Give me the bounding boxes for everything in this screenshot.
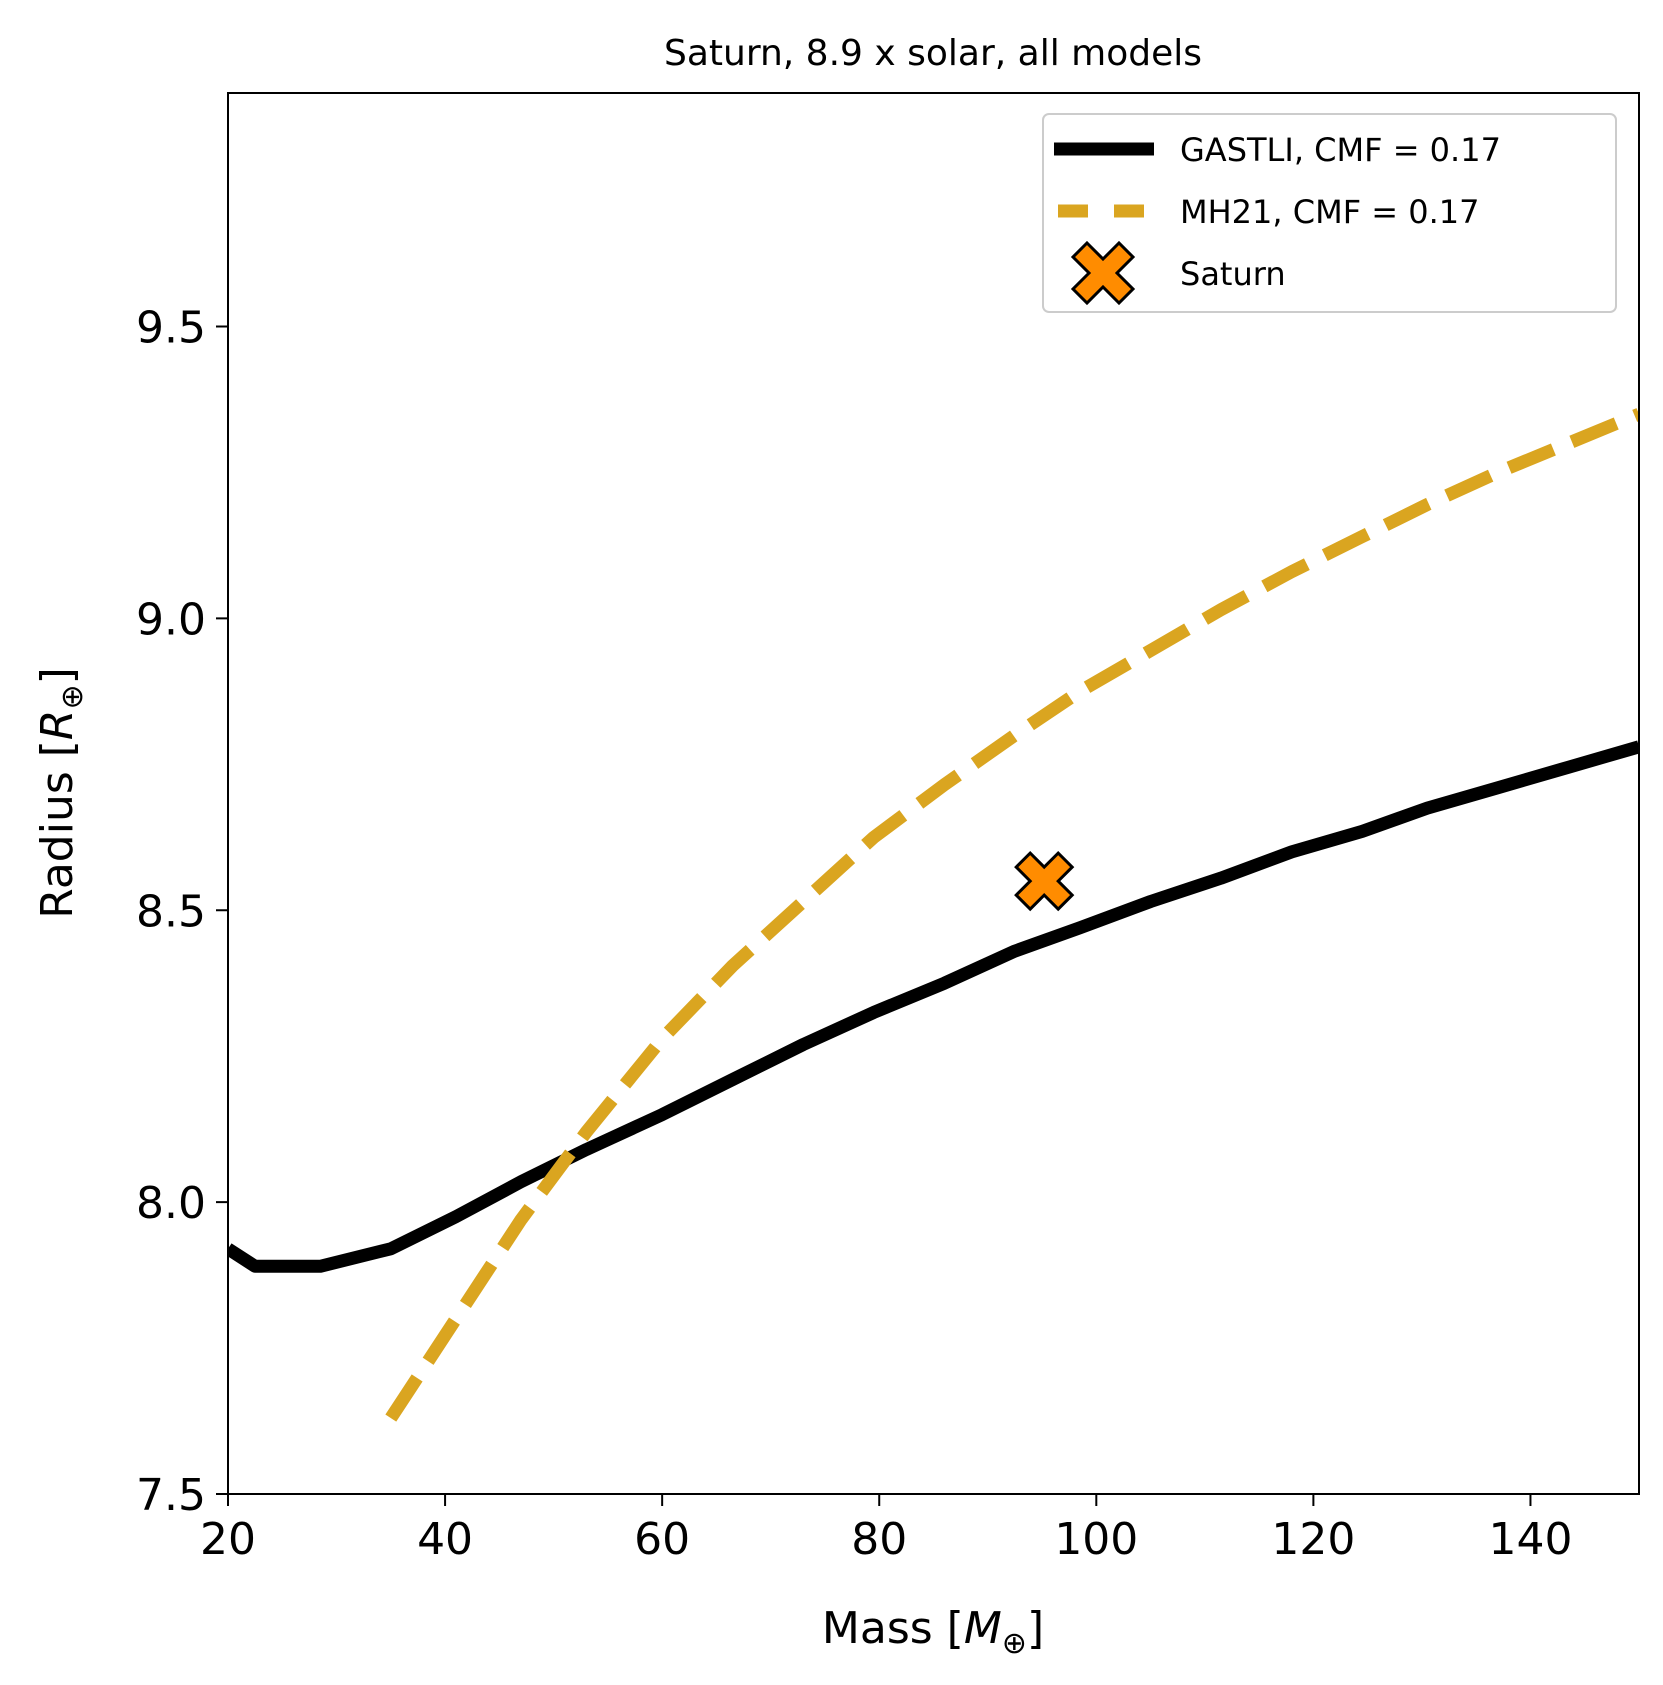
y-tick-label: 9.0: [136, 594, 206, 645]
legend-label-saturn: Saturn: [1180, 255, 1286, 293]
legend-label-mh21: MH21, CMF = 0.17: [1180, 193, 1480, 231]
y-tick-label: 8.0: [136, 1178, 206, 1229]
series-layer: [228, 408, 1639, 1422]
plot-frame: [227, 92, 1640, 1495]
x-axis-label: Mass [M⊕]: [822, 1603, 1044, 1661]
saturn-point-marker: [1014, 850, 1075, 912]
x-tick-label: 140: [1488, 1514, 1572, 1565]
series-line-mh21: [385, 408, 1639, 1422]
ticks-layer: 20 40 60 80 100 120 140 7.5 8.0 8.5 9.0 9.5: [136, 303, 1572, 1566]
y-tick-label: 8.5: [136, 886, 206, 937]
x-tick-label: 120: [1271, 1514, 1355, 1565]
x-tick-label: 20: [200, 1514, 256, 1565]
point-layer: [1014, 850, 1075, 912]
y-tick-label: 7.5: [136, 1470, 206, 1521]
legend-label-gastli: GASTLI, CMF = 0.17: [1180, 131, 1501, 169]
legend-box: [1042, 113, 1617, 313]
x-tick-label: 100: [1054, 1514, 1138, 1565]
x-tick-label: 60: [634, 1514, 690, 1565]
legend: GASTLI, CMF = 0.17 MH21, CMF = 0.17 Satu…: [1042, 113, 1617, 313]
x-tick-label: 80: [851, 1514, 907, 1565]
series-line-gastli: [228, 740, 1639, 1273]
y-tick-label: 9.5: [136, 303, 206, 354]
legend-marker-saturn: [1070, 240, 1136, 306]
x-tick-label: 40: [417, 1514, 473, 1565]
y-axis-label: Radius [R⊕]: [32, 667, 90, 919]
chart-title: Saturn, 8.9 x solar, all models: [664, 33, 1202, 74]
